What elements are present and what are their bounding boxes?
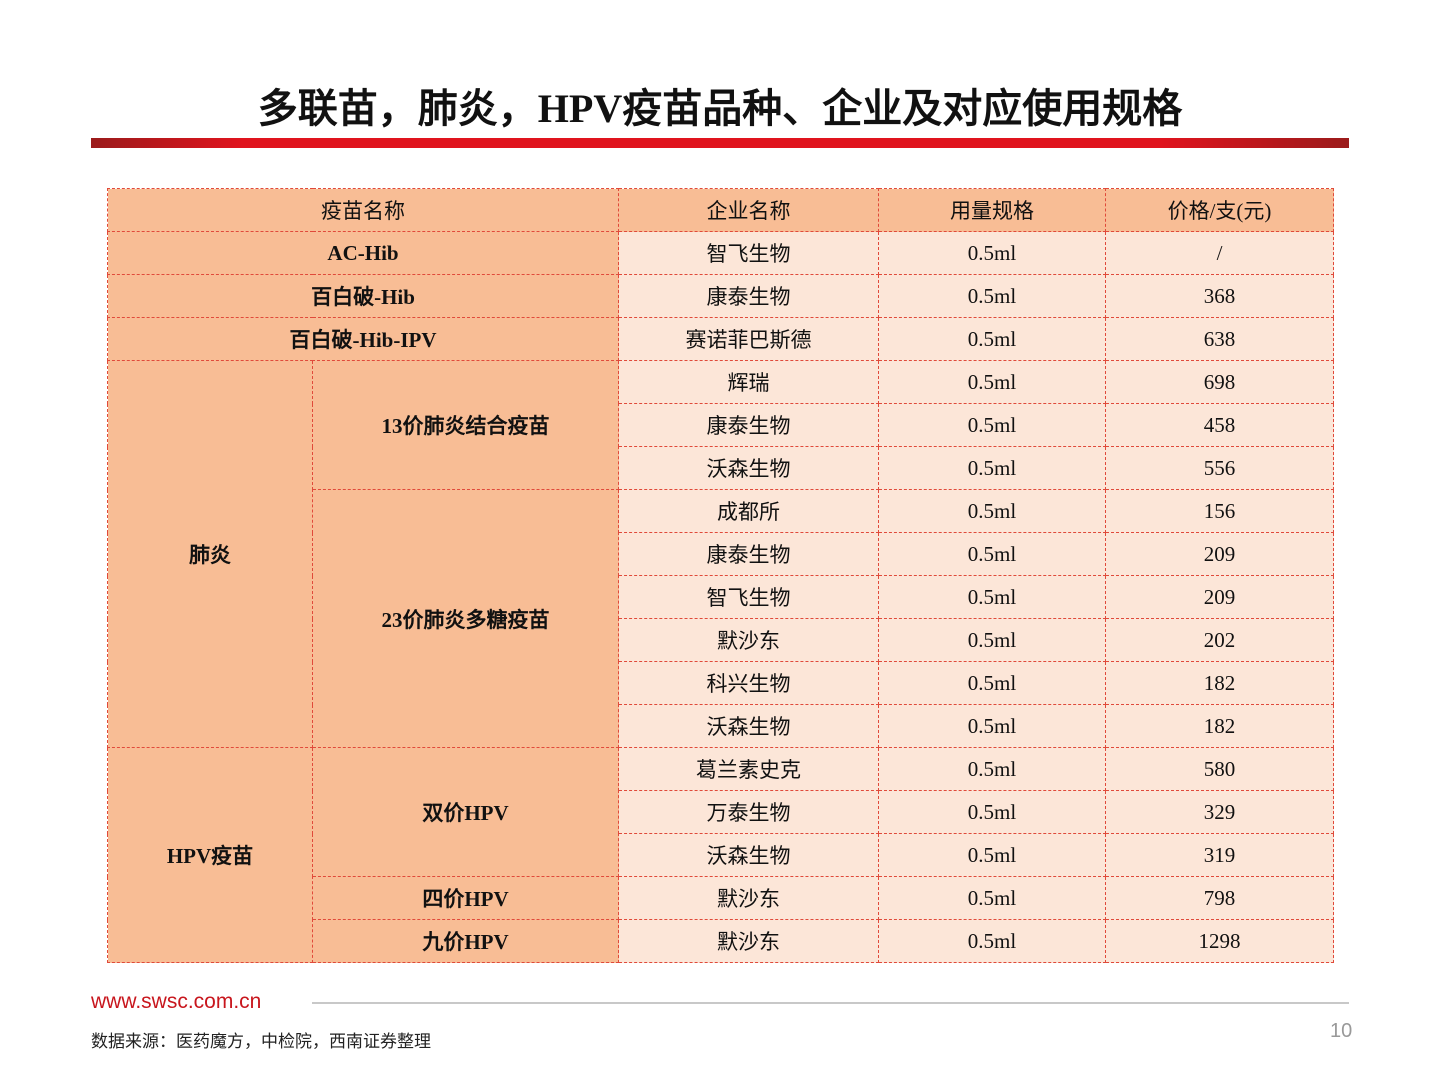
page-number: 10 (1330, 1020, 1353, 1042)
cell: 葛兰素史克 (618, 747, 879, 791)
column-header: 企业名称 (618, 188, 879, 232)
vaccine-name: 九价HPV (312, 919, 619, 963)
title-bar (91, 138, 1349, 148)
cell: 0.5ml (878, 661, 1106, 705)
table-row: 康泰生物 0.5ml 209 (108, 532, 1334, 576)
cell: 0.5ml (878, 532, 1106, 576)
cell: 0.5ml (878, 403, 1106, 447)
title: 多联苗，肺炎，HPV疫苗品种、企业及对应使用规格 (257, 86, 1183, 131)
group-name: HPV疫苗 (107, 747, 313, 963)
cell: 0.5ml (878, 790, 1106, 834)
cell: 556 (1105, 446, 1334, 490)
cell: 156 (1105, 489, 1334, 533)
cell: 智飞生物 (618, 575, 879, 619)
website: www.swsc.com.cn (91, 990, 262, 1013)
cell: 0.5ml (878, 747, 1106, 791)
table-row: 疫苗名称 企业名称 用量规格 价格/支(元) (107, 188, 1334, 232)
cell: 1298 (1105, 919, 1334, 963)
vaccine-name: 23价肺炎多糖疫苗 (312, 489, 619, 748)
table-row: 康泰生物 0.5ml 458 (108, 403, 1334, 447)
table: 疫苗名称 企业名称 用量规格 价格/支(元) AC-Hib 智飞生物 0.5ml / 百白破-H… (107, 188, 1334, 963)
table-row: 沃森生物 0.5ml 182 (108, 704, 1334, 748)
cell: 638 (1105, 317, 1334, 361)
cell: 698 (1105, 360, 1334, 404)
cell: 沃森生物 (618, 833, 879, 877)
cell: 沃森生物 (618, 446, 879, 490)
cell: 0.5ml (878, 446, 1106, 490)
cell: 0.5ml (878, 876, 1106, 920)
cell: 康泰生物 (618, 532, 879, 576)
cell: 0.5ml (878, 919, 1106, 963)
cell: 458 (1105, 403, 1334, 447)
source: 数据来源：医药魔方，中检院，西南证券整理 (91, 1032, 431, 1051)
cell: 202 (1105, 618, 1334, 662)
cell: 康泰生物 (618, 274, 879, 318)
table-row: 默沙东 0.5ml 202 (108, 618, 1334, 662)
cell: 0.5ml (878, 618, 1106, 662)
table-row: 百白破-Hib 康泰生物 0.5ml 368 (107, 274, 1334, 318)
cell: 0.5ml (878, 231, 1106, 275)
cell: 辉瑞 (618, 360, 879, 404)
vaccine-name: 13价肺炎结合疫苗 (312, 360, 619, 490)
vaccine-name: AC-Hib (107, 231, 619, 275)
cell: 0.5ml (878, 360, 1106, 404)
cell: 209 (1105, 532, 1334, 576)
vaccine-name: 百白破-Hib (107, 274, 619, 318)
cell: 182 (1105, 661, 1334, 705)
cell: / (1105, 231, 1334, 275)
cell: 万泰生物 (618, 790, 879, 834)
cell: 182 (1105, 704, 1334, 748)
cell: 0.5ml (878, 317, 1106, 361)
column-header: 疫苗名称 (107, 188, 619, 232)
cell: 798 (1105, 876, 1334, 920)
table-row: 百白破-Hib-IPV 赛诺菲巴斯德 0.5ml 638 (107, 317, 1334, 361)
cell: 368 (1105, 274, 1334, 318)
footer-line (312, 1002, 1349, 1004)
cell: 319 (1105, 833, 1334, 877)
cell: 默沙东 (618, 876, 879, 920)
cell: 默沙东 (618, 919, 879, 963)
cell: 580 (1105, 747, 1334, 791)
cell: 0.5ml (878, 489, 1106, 533)
table-row: AC-Hib 智飞生物 0.5ml / (107, 231, 1334, 275)
cell: 康泰生物 (618, 403, 879, 447)
table-row: 九价HPV 默沙东 0.5ml 1298 (108, 919, 1334, 963)
table-row: HPV疫苗 双价HPV 葛兰素史克 0.5ml 580 (107, 747, 1334, 963)
cell: 默沙东 (618, 618, 879, 662)
vaccine-name: 百白破-Hib-IPV (107, 317, 619, 361)
table-row: 沃森生物 0.5ml 319 (108, 833, 1334, 877)
column-header: 用量规格 (878, 188, 1106, 232)
cell: 0.5ml (878, 833, 1106, 877)
cell: 0.5ml (878, 575, 1106, 619)
group-name: 肺炎 (107, 360, 313, 748)
cell: 0.5ml (878, 704, 1106, 748)
cell: 329 (1105, 790, 1334, 834)
cell: 智飞生物 (618, 231, 879, 275)
cell: 209 (1105, 575, 1334, 619)
cell: 赛诺菲巴斯德 (618, 317, 879, 361)
cell: 0.5ml (878, 274, 1106, 318)
cell: 成都所 (618, 489, 879, 533)
table-row: 沃森生物 0.5ml 556 (108, 446, 1334, 490)
vaccine-name: 双价HPV (312, 747, 619, 877)
vaccine-name: 四价HPV (312, 876, 619, 920)
table-row: 肺炎 13价肺炎结合疫苗 辉瑞 0.5ml 698 (107, 360, 1334, 748)
cell: 沃森生物 (618, 704, 879, 748)
table-row: 万泰生物 0.5ml 329 (108, 790, 1334, 834)
table-row: 四价HPV 默沙东 0.5ml 798 (108, 876, 1334, 920)
column-header: 价格/支(元) (1105, 188, 1334, 232)
table-row: 科兴生物 0.5ml 182 (108, 661, 1334, 705)
cell: 科兴生物 (618, 661, 879, 705)
table-row: 23价肺炎多糖疫苗 成都所 0.5ml 156 (108, 489, 1334, 748)
